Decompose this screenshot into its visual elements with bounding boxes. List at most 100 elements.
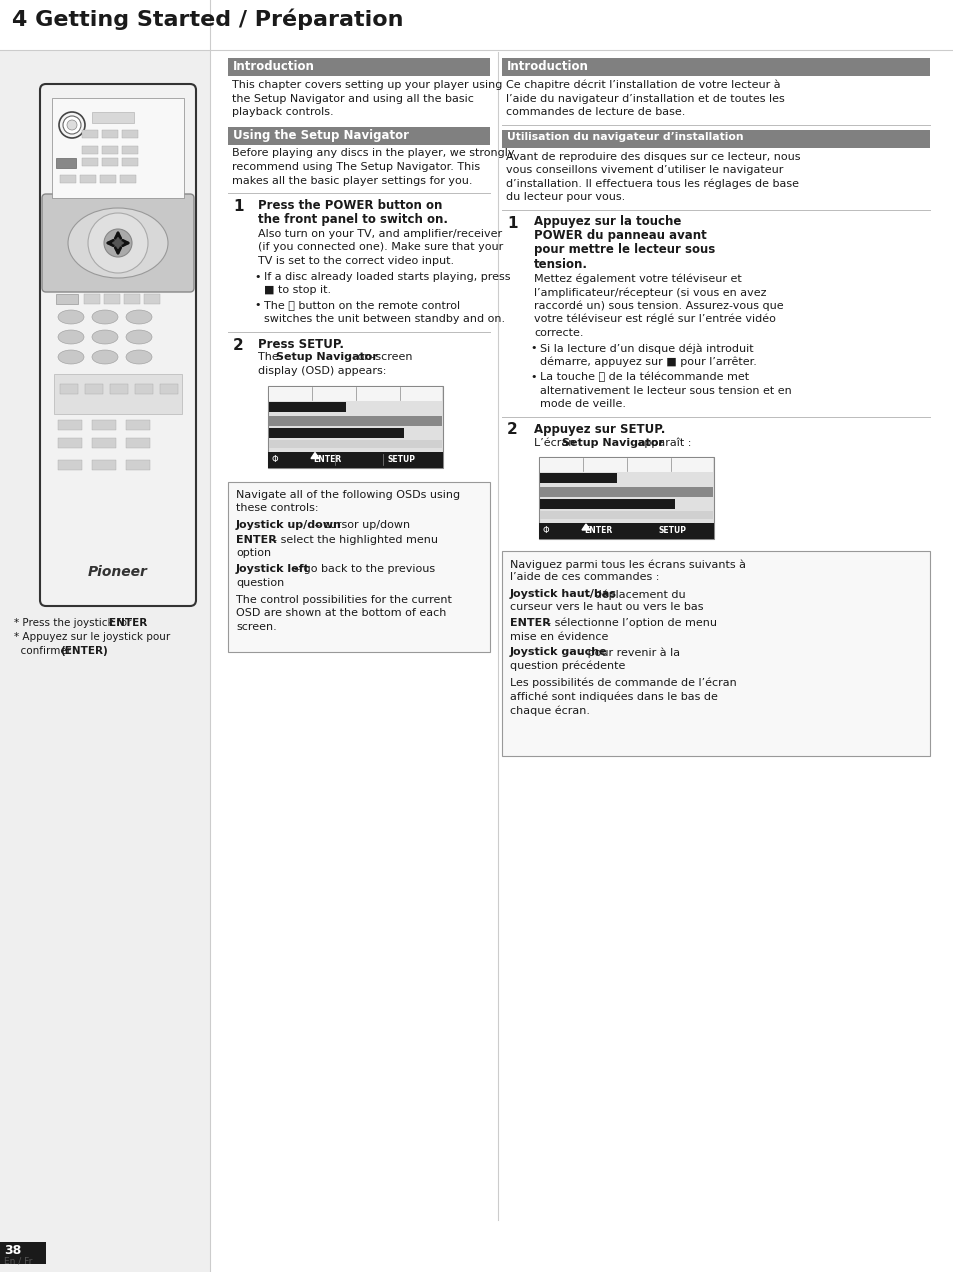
Text: display (OSD) appears:: display (OSD) appears:: [257, 366, 386, 377]
FancyBboxPatch shape: [42, 195, 193, 293]
Bar: [56, 294, 78, 304]
Bar: [122, 130, 138, 137]
Bar: [84, 294, 100, 304]
Text: ENTER: ENTER: [109, 618, 147, 628]
Polygon shape: [581, 524, 589, 530]
Bar: [539, 473, 617, 483]
Bar: [269, 387, 441, 401]
Text: question: question: [235, 577, 284, 588]
Circle shape: [63, 116, 81, 134]
Text: La touche ⏻ de la télécommande met: La touche ⏻ de la télécommande met: [539, 371, 748, 383]
Text: The control possibilities for the current: The control possibilities for the curren…: [235, 595, 452, 605]
Text: OSD are shown at the bottom of each: OSD are shown at the bottom of each: [235, 608, 446, 618]
Text: makes all the basic player settings for you.: makes all the basic player settings for …: [232, 176, 472, 186]
Text: commandes de lecture de base.: commandes de lecture de base.: [505, 107, 684, 117]
Bar: [122, 146, 138, 154]
Bar: [126, 438, 150, 448]
Text: Introduction: Introduction: [233, 60, 314, 73]
Text: Using the Setup Navigator: Using the Setup Navigator: [233, 128, 409, 141]
Ellipse shape: [58, 329, 84, 343]
Text: affiché sont indiquées dans le bas de: affiché sont indiquées dans le bas de: [510, 692, 717, 702]
Text: apparaît :: apparaît :: [634, 438, 691, 448]
Bar: [539, 458, 712, 472]
Bar: [122, 158, 138, 167]
Text: •: •: [530, 371, 536, 382]
Text: 38: 38: [4, 1244, 21, 1257]
Text: pour mettre le lecteur sous: pour mettre le lecteur sous: [534, 243, 715, 257]
Text: POWER du panneau avant: POWER du panneau avant: [534, 229, 706, 243]
Bar: [102, 130, 118, 137]
Bar: [269, 416, 441, 426]
Text: SETUP: SETUP: [388, 454, 416, 463]
Text: Pioneer: Pioneer: [88, 565, 148, 579]
Text: Joystick haut/bas: Joystick haut/bas: [510, 589, 617, 599]
Text: – go back to the previous: – go back to the previous: [291, 563, 435, 574]
Text: ENTER: ENTER: [313, 454, 341, 463]
Text: Navigate all of the following OSDs using: Navigate all of the following OSDs using: [235, 490, 459, 500]
Bar: [60, 176, 76, 183]
Text: Φ: Φ: [272, 454, 278, 463]
Bar: [228, 59, 490, 76]
Circle shape: [104, 229, 132, 257]
Text: 1: 1: [506, 215, 517, 230]
Bar: [0, 1241, 46, 1264]
Bar: [0, 0, 953, 50]
Ellipse shape: [91, 329, 118, 343]
Text: Avant de reproduire des disques sur ce lecteur, nous: Avant de reproduire des disques sur ce l…: [505, 151, 800, 162]
Ellipse shape: [126, 329, 152, 343]
Bar: [539, 511, 712, 519]
Text: •: •: [253, 300, 260, 310]
Text: – pour revenir à la: – pour revenir à la: [575, 647, 679, 658]
Text: * Appuyez sur le joystick pour: * Appuyez sur le joystick pour: [14, 632, 170, 642]
Bar: [52, 98, 184, 198]
Bar: [110, 384, 128, 394]
Bar: [501, 59, 929, 76]
Text: Utilisation du navigateur d’installation: Utilisation du navigateur d’installation: [506, 131, 742, 141]
Bar: [269, 427, 403, 438]
Text: switches the unit between standby and on.: switches the unit between standby and on…: [264, 314, 504, 324]
Text: curseur vers le haut ou vers le bas: curseur vers le haut ou vers le bas: [510, 603, 702, 613]
Text: ■ to stop it.: ■ to stop it.: [264, 285, 331, 295]
Text: screen.: screen.: [235, 622, 276, 632]
Text: ENTER: ENTER: [583, 527, 612, 536]
Text: 2: 2: [506, 422, 517, 438]
Bar: [54, 374, 182, 413]
Text: Also turn on your TV, and amplifier/receiver: Also turn on your TV, and amplifier/rece…: [257, 229, 501, 239]
Text: Setup Navigator: Setup Navigator: [275, 352, 377, 363]
Text: TV is set to the correct video input.: TV is set to the correct video input.: [257, 256, 454, 266]
Ellipse shape: [126, 310, 152, 324]
Ellipse shape: [68, 209, 168, 279]
Bar: [269, 440, 441, 448]
Bar: [58, 438, 82, 448]
Text: Joystick up/down: Joystick up/down: [235, 519, 341, 529]
Text: The: The: [257, 352, 282, 363]
Text: •: •: [530, 343, 536, 354]
Text: L’écran: L’écran: [534, 438, 578, 448]
Text: question précédente: question précédente: [510, 660, 625, 672]
Polygon shape: [112, 237, 124, 249]
Ellipse shape: [91, 310, 118, 324]
Bar: [0, 0, 210, 1272]
Bar: [82, 146, 98, 154]
Bar: [135, 384, 152, 394]
Circle shape: [67, 120, 77, 130]
Bar: [228, 126, 490, 145]
Text: tension.: tension.: [534, 257, 587, 271]
Bar: [160, 384, 178, 394]
Text: Mettez également votre téléviseur et: Mettez également votre téléviseur et: [534, 273, 741, 284]
Text: (ENTER): (ENTER): [60, 646, 108, 656]
Polygon shape: [311, 453, 318, 458]
Bar: [91, 438, 116, 448]
Text: Press SETUP.: Press SETUP.: [257, 337, 344, 351]
Bar: [104, 294, 120, 304]
Bar: [82, 130, 98, 137]
Text: mode de veille.: mode de veille.: [539, 399, 625, 410]
Bar: [85, 384, 103, 394]
Circle shape: [88, 212, 148, 273]
Bar: [91, 460, 116, 469]
Bar: [102, 146, 118, 154]
Bar: [102, 158, 118, 167]
Bar: [82, 158, 98, 167]
Text: ENTER: ENTER: [235, 536, 276, 544]
Text: SETUP: SETUP: [659, 527, 686, 536]
